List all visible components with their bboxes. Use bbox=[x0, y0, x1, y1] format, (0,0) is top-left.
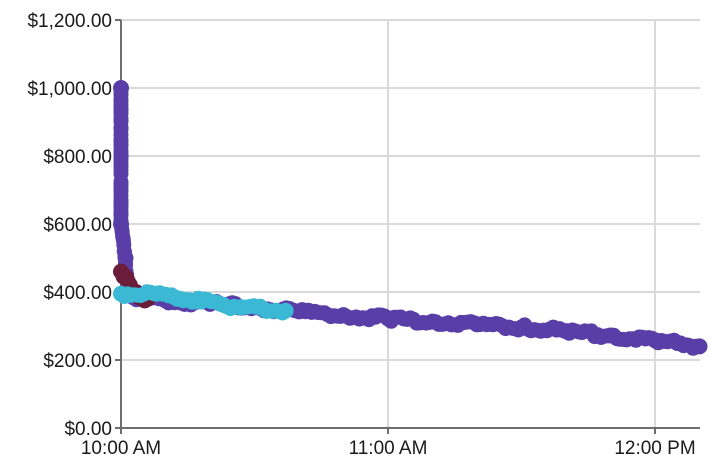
y-tick-label: $1,200.00 bbox=[27, 11, 112, 32]
y-tick-label: $800.00 bbox=[43, 147, 112, 168]
data-point bbox=[688, 338, 704, 354]
axes bbox=[115, 19, 700, 434]
series-0 bbox=[113, 80, 708, 356]
data-point bbox=[275, 305, 290, 321]
x-tick-label: 11:00 AM bbox=[349, 438, 428, 459]
gridlines bbox=[121, 19, 700, 428]
x-tick-label: 10:00 AM bbox=[81, 438, 161, 459]
data-points bbox=[113, 80, 708, 356]
x-tick-label: 12:00 PM bbox=[614, 438, 695, 459]
series-2 bbox=[113, 284, 294, 321]
y-tick-label: $400.00 bbox=[43, 283, 112, 304]
tick-labels: $0.00 $200.00 $400.00 $600.00 $800.00 $1,000.… bbox=[27, 11, 695, 459]
y-tick-label: $0.00 bbox=[64, 419, 112, 440]
y-tick-label: $200.00 bbox=[43, 351, 112, 372]
y-tick-label: $600.00 bbox=[43, 215, 112, 236]
y-tick-label: $1,000.00 bbox=[27, 79, 112, 100]
